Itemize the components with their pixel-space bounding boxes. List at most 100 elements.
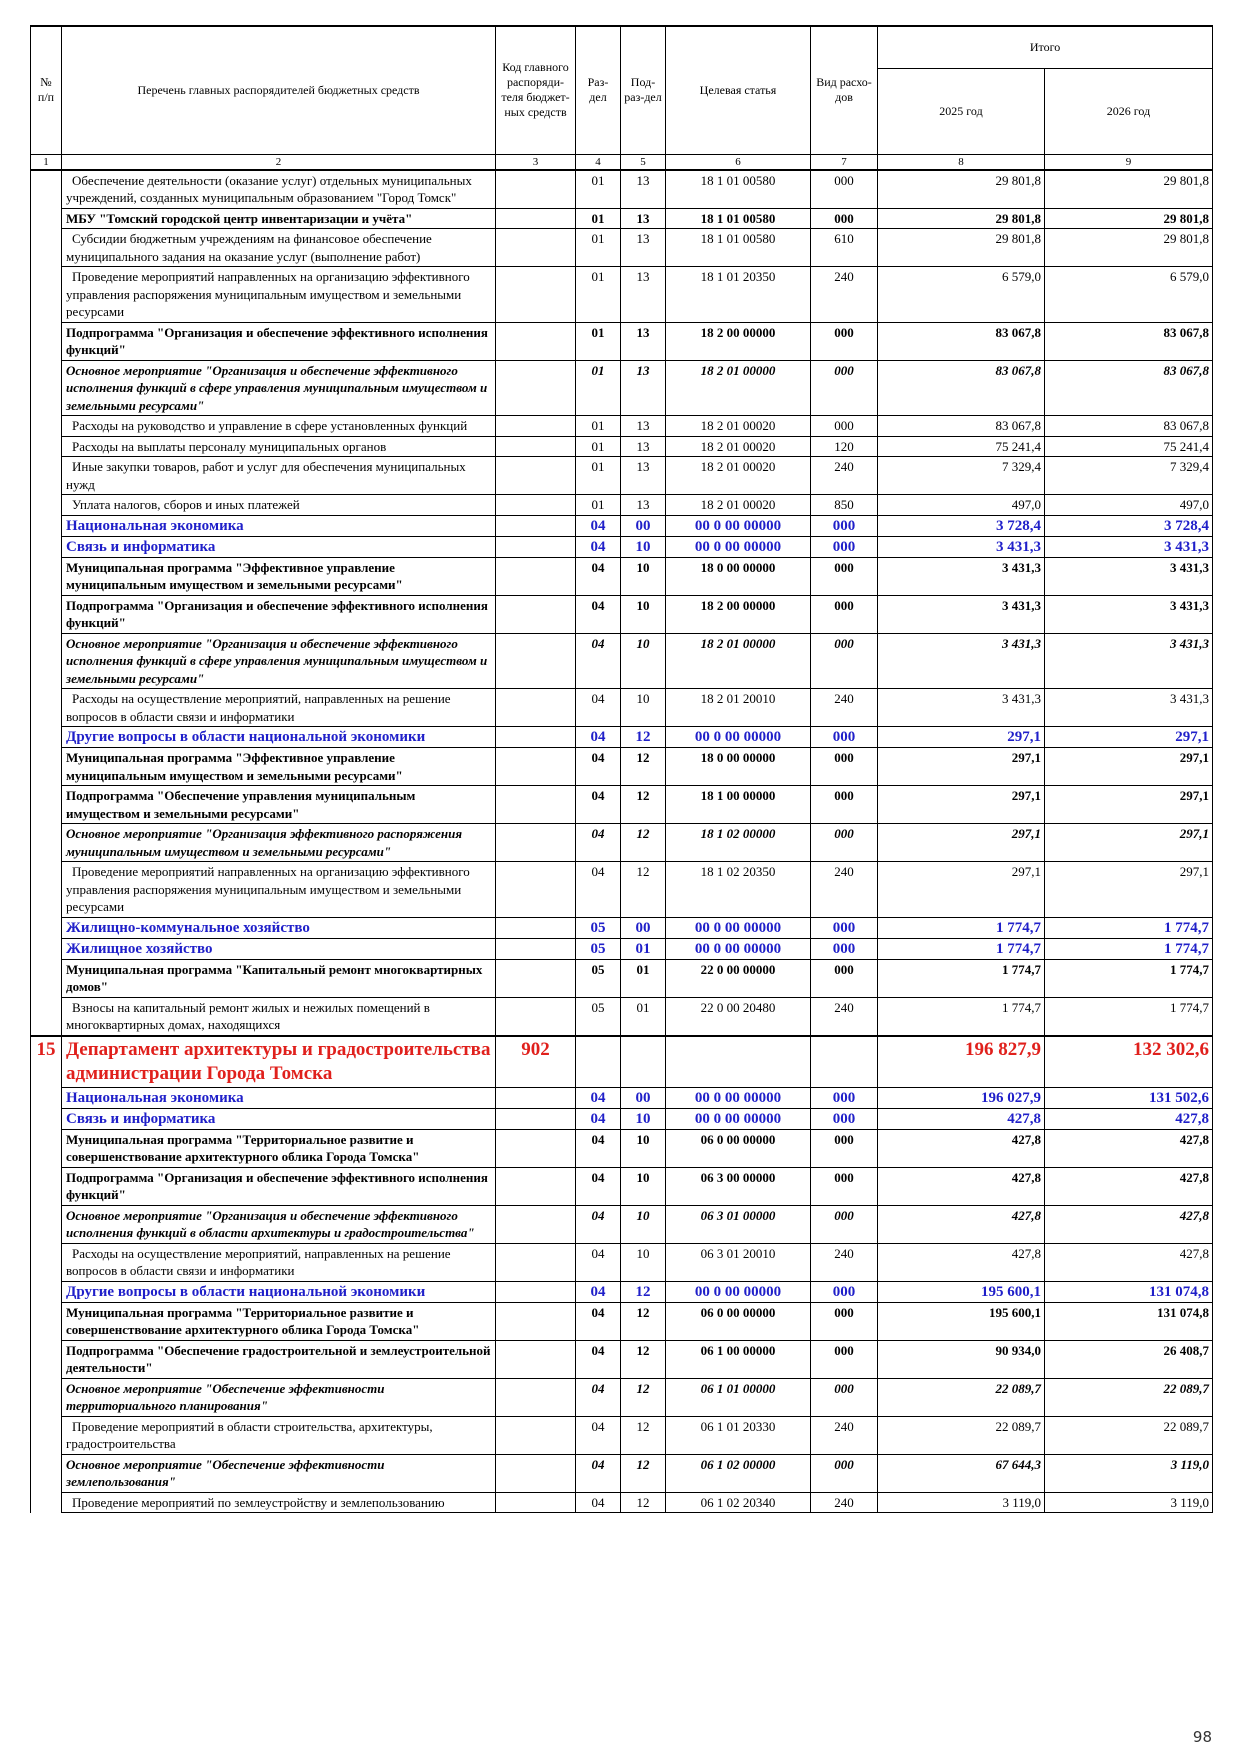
table-cell: Жилищное хозяйство — [61, 937, 496, 960]
table-cell: 04 — [575, 1107, 621, 1130]
table-cell: 000 — [810, 1453, 878, 1493]
table-cell: 04 — [575, 747, 621, 786]
table-cell: 132 302,6 — [1044, 1034, 1213, 1088]
table-cell: 04 — [575, 1280, 621, 1303]
table-cell — [30, 959, 62, 997]
table-cell: 13 — [620, 359, 666, 416]
table-cell: Муниципальная программа "Территориальное… — [61, 1128, 496, 1168]
table-cell: 000 — [810, 958, 878, 998]
table-row: 15 Департамент архитектуры и градостроите… — [30, 1034, 1213, 1088]
table-cell: 29 801,8 — [877, 228, 1045, 267]
table-cell: 00 0 00 00000 — [665, 1107, 811, 1130]
table-cell: 06 1 01 20330 — [665, 1415, 811, 1455]
table-cell: 01 — [575, 228, 621, 267]
table-cell — [495, 861, 576, 918]
table-row: Основное мероприятие "Обеспечение эффект… — [30, 1377, 1213, 1417]
header-cell: 2025 год — [877, 67, 1045, 155]
table-cell: Расходы на осуществление мероприятий, на… — [61, 1242, 496, 1282]
table-cell: 01 — [575, 321, 621, 361]
table-cell: 1 774,7 — [877, 916, 1045, 939]
table-cell: Подпрограмма "Обеспечение градостроитель… — [61, 1339, 496, 1379]
table-cell — [495, 1086, 576, 1109]
table-cell — [30, 1087, 62, 1108]
table-cell — [495, 1280, 576, 1303]
table-cell: 75 241,4 — [1044, 435, 1213, 457]
table-cell: 29 801,8 — [1044, 169, 1213, 209]
table-cell: 12 — [620, 1339, 666, 1379]
table-cell: 297,1 — [877, 823, 1045, 862]
table-cell — [30, 1378, 62, 1416]
table-cell — [495, 747, 576, 786]
table-cell: 05 — [575, 958, 621, 998]
table-row: Муниципальная программа "Эффективное упр… — [30, 747, 1213, 786]
table-cell: Основное мероприятие "Организация и обес… — [61, 359, 496, 416]
table-cell: 00 — [620, 916, 666, 939]
table-cell: 22 0 00 00000 — [665, 958, 811, 998]
table-cell: 01 — [620, 958, 666, 998]
table-cell — [30, 360, 62, 416]
table-row: Расходы на руководство и управление в сф… — [30, 415, 1213, 437]
table-cell: 3 119,0 — [877, 1491, 1045, 1513]
table-cell: 427,8 — [1044, 1204, 1213, 1244]
table-cell: 13 — [620, 266, 666, 323]
table-cell — [495, 435, 576, 457]
table-cell: 10 — [620, 594, 666, 634]
table-cell — [30, 747, 62, 786]
table-row: Другие вопросы в области национальной эк… — [30, 1280, 1213, 1303]
table-cell: 3 431,3 — [877, 632, 1045, 689]
table-row: Связь и информатика 04 10 00 0 00 00000 000 4… — [30, 1107, 1213, 1130]
table-cell: 18 0 00 00000 — [665, 556, 811, 596]
table-cell: 13 — [620, 169, 666, 209]
table-cell: 240 — [810, 266, 878, 323]
table-cell: 18 1 01 00580 — [665, 228, 811, 267]
table-row: Основное мероприятие "Организация эффект… — [30, 823, 1213, 862]
table-row: Подпрограмма "Обеспечение управления мун… — [30, 785, 1213, 824]
table-cell: 12 — [620, 1377, 666, 1417]
table-cell: 297,1 — [1044, 861, 1213, 918]
table-cell — [495, 1301, 576, 1341]
table-cell — [495, 207, 576, 229]
table-cell — [30, 688, 62, 727]
table-cell: 00 — [620, 514, 666, 537]
table-cell: 18 2 00 00000 — [665, 594, 811, 634]
table-cell: 04 — [575, 785, 621, 824]
table-cell: 18 2 01 00000 — [665, 359, 811, 416]
table-row: Основное мероприятие "Организация и обес… — [30, 1204, 1213, 1244]
table-cell: 04 — [575, 1491, 621, 1513]
table-cell: 06 1 02 00000 — [665, 1453, 811, 1493]
table-cell: 12 — [620, 1491, 666, 1513]
table-cell — [495, 726, 576, 748]
table-cell: 22 089,7 — [1044, 1415, 1213, 1455]
table-cell: 000 — [810, 916, 878, 939]
table-cell: 131 502,6 — [1044, 1086, 1213, 1109]
table-cell — [495, 556, 576, 596]
table-cell — [495, 359, 576, 416]
table-cell — [30, 823, 62, 862]
table-cell: 131 074,8 — [1044, 1280, 1213, 1303]
table-cell: 00 0 00 00000 — [665, 1280, 811, 1303]
table-cell: 297,1 — [1044, 785, 1213, 824]
table-row: Подпрограмма "Организация и обеспечение … — [30, 1166, 1213, 1206]
table-row: Основное мероприятие "Организация и обес… — [30, 632, 1213, 689]
table-cell: 427,8 — [877, 1204, 1045, 1244]
table-cell: 13 — [620, 228, 666, 267]
table-cell: 10 — [620, 1204, 666, 1244]
table-cell — [30, 1281, 62, 1302]
table-cell — [495, 996, 576, 1036]
table-cell: 04 — [575, 726, 621, 748]
table-cell: 18 2 01 00020 — [665, 435, 811, 457]
table-cell — [30, 595, 62, 633]
table-cell: 000 — [810, 1128, 878, 1168]
table-cell: 10 — [620, 632, 666, 689]
table-cell: 83 067,8 — [1044, 359, 1213, 416]
table-cell: 18 1 02 20350 — [665, 861, 811, 918]
table-cell — [30, 322, 62, 360]
table-cell: Проведение мероприятий в области строите… — [61, 1415, 496, 1455]
table-cell: 000 — [810, 359, 878, 416]
table-cell: 67 644,3 — [877, 1453, 1045, 1493]
table-cell: 22 089,7 — [877, 1377, 1045, 1417]
table-cell: Субсидии бюджетным учреждениям на финанс… — [61, 228, 496, 267]
table-cell: 1 774,7 — [877, 996, 1045, 1036]
table-cell: 18 2 01 00020 — [665, 494, 811, 516]
table-cell: 00 0 00 00000 — [665, 1086, 811, 1109]
